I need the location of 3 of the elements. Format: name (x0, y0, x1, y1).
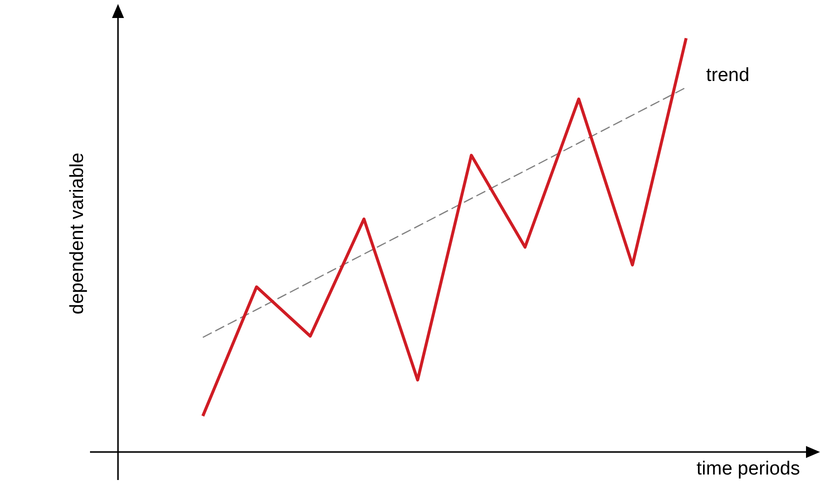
y-axis-title: dependent variable (67, 152, 88, 314)
series-label: trend (706, 65, 750, 86)
x-axis-title: time periods (696, 458, 800, 480)
